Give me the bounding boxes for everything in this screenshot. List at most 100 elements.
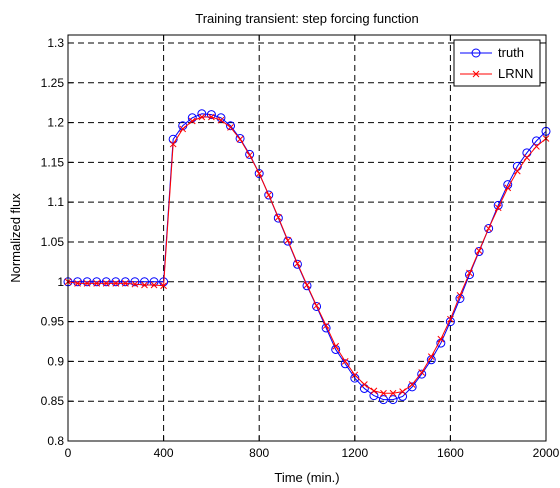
data-point-lrnn xyxy=(236,135,244,143)
x-tick-label: 800 xyxy=(249,446,269,460)
data-point-lrnn xyxy=(265,191,273,199)
data-point-lrnn xyxy=(246,151,253,159)
y-tick-label: 1.25 xyxy=(41,76,65,90)
data-point-lrnn xyxy=(533,143,540,150)
data-point-truth xyxy=(82,277,92,287)
data-point-truth xyxy=(378,395,388,405)
x-tick-label: 400 xyxy=(154,446,174,460)
series-layer xyxy=(63,109,551,405)
data-point-lrnn xyxy=(341,358,349,365)
data-point-truth xyxy=(197,109,207,119)
legend-box xyxy=(453,39,541,87)
series-lrnn xyxy=(64,113,550,397)
data-point-lrnn xyxy=(131,280,139,288)
data-point-lrnn xyxy=(322,322,330,329)
data-point-truth xyxy=(226,121,236,131)
data-point-truth xyxy=(101,277,111,287)
data-point-truth xyxy=(445,317,455,327)
data-point-lrnn xyxy=(504,184,512,192)
data-point-lrnn xyxy=(188,117,196,125)
data-point-lrnn xyxy=(332,342,340,350)
data-point-lrnn xyxy=(208,113,215,121)
data-point-truth xyxy=(245,149,255,159)
data-point-truth xyxy=(216,113,226,123)
data-point-lrnn xyxy=(437,335,445,343)
legend-label-truth: truth xyxy=(498,45,524,60)
data-point-lrnn xyxy=(122,280,129,287)
data-point-truth xyxy=(264,190,274,200)
x-tick-label: 2000 xyxy=(533,446,560,460)
data-point-truth xyxy=(73,277,83,287)
y-tick-label: 1.2 xyxy=(47,116,64,130)
data-point-lrnn xyxy=(83,280,91,287)
data-point-truth xyxy=(130,277,140,287)
data-point-truth xyxy=(484,223,494,233)
data-point-lrnn xyxy=(313,302,320,310)
data-point-truth xyxy=(312,301,322,311)
y-tick-label: 0.85 xyxy=(41,394,65,408)
data-point-truth xyxy=(417,369,427,379)
data-point-truth xyxy=(321,323,331,333)
data-point-lrnn xyxy=(456,291,464,299)
data-point-truth xyxy=(139,277,149,287)
data-point-lrnn xyxy=(418,369,426,376)
data-point-truth xyxy=(187,113,197,123)
y-tick-label: 1.1 xyxy=(47,195,64,209)
tick-labels: 0 400 800 1200 1600 2000 0.8 0.85 0.9 0.95 1 1.05 1.… xyxy=(41,36,560,460)
legend-marker-lrnn xyxy=(472,70,480,78)
data-point-truth xyxy=(531,136,541,146)
data-point-truth xyxy=(465,270,475,280)
x-tick-label: 1600 xyxy=(437,446,464,460)
data-point-lrnn xyxy=(494,204,502,212)
data-point-truth xyxy=(302,281,312,291)
data-point-lrnn xyxy=(150,281,158,289)
data-point-lrnn xyxy=(447,315,454,323)
data-point-truth xyxy=(111,277,121,287)
data-point-lrnn xyxy=(485,225,492,232)
data-point-truth xyxy=(92,277,102,287)
data-point-truth xyxy=(388,395,398,405)
data-point-lrnn xyxy=(74,280,81,287)
y-tick-label: 1.15 xyxy=(41,155,65,169)
legend: truth LRNN xyxy=(453,39,541,87)
x-axis-label: Time (min.) xyxy=(274,470,339,485)
data-point-lrnn xyxy=(399,388,406,395)
y-axis-label: Normalized flux xyxy=(8,193,23,283)
data-point-truth xyxy=(283,236,293,246)
plot-area xyxy=(68,35,546,441)
y-tick-label: 0.8 xyxy=(47,434,64,448)
data-point-truth xyxy=(235,133,245,143)
data-point-lrnn xyxy=(466,269,473,277)
data-point-lrnn xyxy=(294,260,301,267)
data-point-truth xyxy=(369,391,379,401)
data-point-truth xyxy=(206,110,216,120)
plot-frame xyxy=(67,34,547,442)
data-point-truth xyxy=(292,259,302,269)
data-point-lrnn xyxy=(361,381,368,388)
series-truth xyxy=(63,109,551,405)
y-tick-label: 1.3 xyxy=(47,36,64,50)
y-tick-label: 0.9 xyxy=(47,354,64,368)
data-point-truth xyxy=(149,277,159,287)
data-point-lrnn xyxy=(351,371,359,379)
data-point-truth xyxy=(120,277,130,287)
data-point-truth xyxy=(493,200,503,210)
data-point-truth xyxy=(273,213,283,223)
chart-title: Training transient: step forcing functio… xyxy=(195,11,419,26)
data-point-lrnn xyxy=(217,116,225,124)
data-point-lrnn xyxy=(198,113,206,121)
data-point-lrnn xyxy=(370,387,378,395)
data-point-lrnn xyxy=(169,140,177,148)
y-tick-label: 1 xyxy=(57,275,64,289)
x-tick-label: 0 xyxy=(65,446,72,460)
grid xyxy=(68,35,546,441)
data-point-lrnn xyxy=(303,281,311,289)
data-point-truth xyxy=(254,169,264,179)
data-point-lrnn xyxy=(274,213,282,221)
data-point-lrnn xyxy=(389,389,397,397)
data-point-truth xyxy=(398,391,408,401)
data-point-lrnn xyxy=(227,123,234,131)
legend-marker-truth xyxy=(471,48,481,58)
data-point-truth xyxy=(340,359,350,369)
